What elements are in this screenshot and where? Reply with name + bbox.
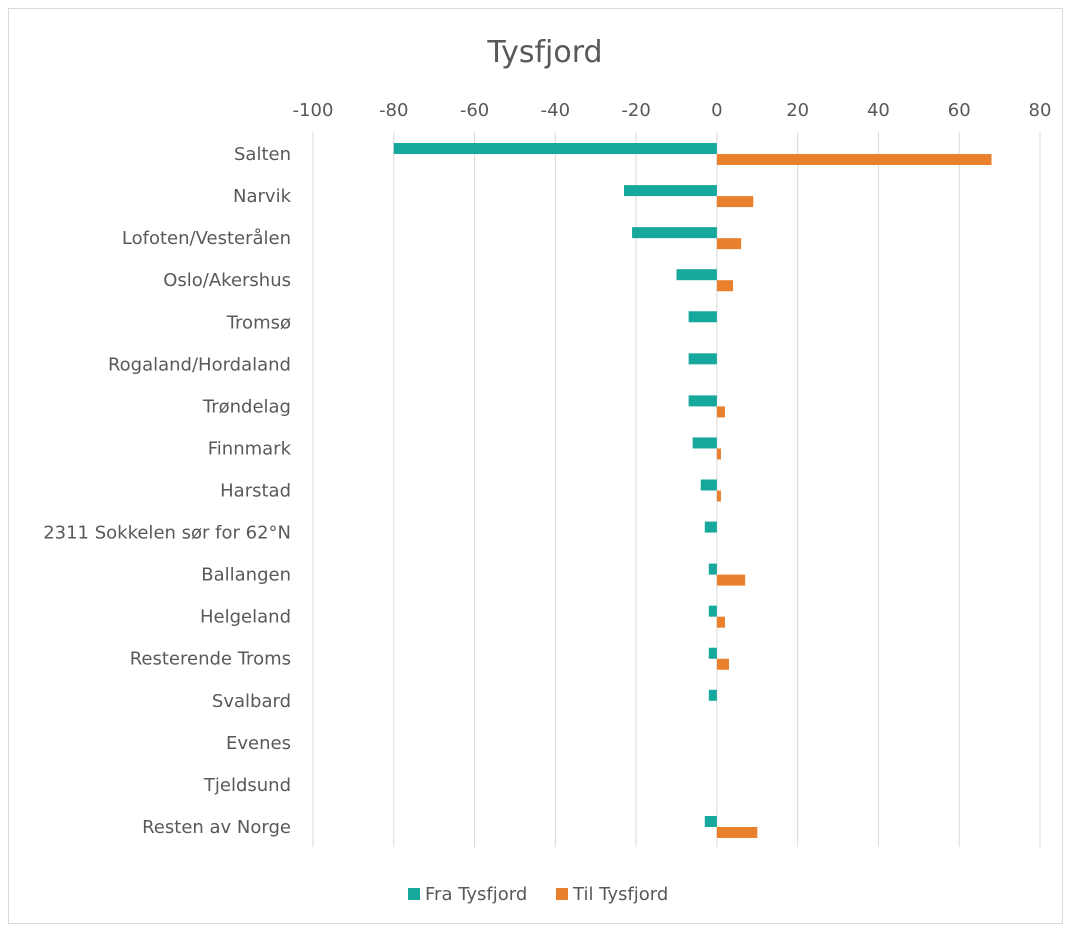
legend-swatch-fra bbox=[408, 888, 420, 900]
bar-fra-tysfjord bbox=[700, 479, 717, 491]
category-label: Rogaland/Hordaland bbox=[108, 354, 291, 375]
bar-fra-tysfjord bbox=[688, 353, 717, 365]
category-label: Harstad bbox=[220, 481, 291, 502]
category-label: Narvik bbox=[233, 186, 292, 207]
bar-til-tysfjord bbox=[716, 658, 730, 670]
x-tick-label: 80 bbox=[1029, 100, 1052, 121]
bar-til-tysfjord bbox=[716, 826, 758, 838]
chart-title: Tysfjord bbox=[486, 35, 602, 70]
bar-fra-tysfjord bbox=[708, 605, 717, 617]
category-label: Resterende Troms bbox=[130, 649, 291, 670]
x-tick-label: 40 bbox=[867, 100, 890, 121]
bar-fra-tysfjord bbox=[393, 143, 717, 155]
bar-fra-tysfjord bbox=[708, 563, 717, 575]
category-label: Helgeland bbox=[200, 607, 291, 628]
x-tick-label: -80 bbox=[379, 100, 408, 121]
x-tick-label: -40 bbox=[541, 100, 570, 121]
bar-til-tysfjord bbox=[716, 406, 725, 418]
category-label: Finnmark bbox=[208, 438, 292, 459]
gridlines bbox=[312, 132, 1041, 847]
category-labels: Salten Narvik Lofoten/Vesterålen Oslo/Akers… bbox=[43, 144, 291, 838]
category-label: Trøndelag bbox=[202, 396, 291, 417]
bar-til-tysfjord bbox=[716, 490, 721, 502]
bar-fra-tysfjord bbox=[708, 689, 717, 701]
bar-fra-tysfjord bbox=[676, 269, 717, 281]
bar-til-tysfjord bbox=[716, 448, 721, 460]
category-label: Tjeldsund bbox=[203, 775, 291, 796]
chart-frame bbox=[8, 8, 1063, 924]
category-label: Svalbard bbox=[212, 691, 291, 712]
bar-fra-tysfjord bbox=[704, 815, 717, 827]
bar-til-tysfjord bbox=[716, 574, 746, 586]
category-label: 2311 Sokkelen sør for 62°N bbox=[43, 523, 291, 544]
x-tick-label: -20 bbox=[621, 100, 650, 121]
bars bbox=[393, 143, 992, 838]
x-tick-label: 0 bbox=[711, 100, 722, 121]
category-label: Tromsø bbox=[226, 312, 291, 333]
bar-til-tysfjord bbox=[716, 196, 754, 208]
legend-swatch-til bbox=[556, 888, 568, 900]
legend: Fra Tysfjord Til Tysfjord bbox=[408, 884, 668, 905]
category-label: Resten av Norge bbox=[142, 817, 291, 838]
bar-til-tysfjord bbox=[716, 238, 742, 250]
category-label: Salten bbox=[234, 144, 291, 165]
legend-label-fra: Fra Tysfjord bbox=[425, 884, 527, 905]
bar-fra-tysfjord bbox=[704, 521, 717, 533]
category-label: Lofoten/Vesterålen bbox=[122, 228, 291, 249]
bar-fra-tysfjord bbox=[623, 185, 717, 197]
bar-fra-tysfjord bbox=[632, 227, 717, 239]
category-label: Evenes bbox=[226, 733, 291, 754]
bar-fra-tysfjord bbox=[692, 437, 717, 449]
x-tick-label: 20 bbox=[786, 100, 809, 121]
bar-til-tysfjord bbox=[716, 154, 992, 166]
x-axis-ticks: -100 -80 -60 -40 -20 0 20 40 60 80 bbox=[293, 100, 1052, 121]
x-tick-label: -100 bbox=[293, 100, 334, 121]
x-tick-label: 60 bbox=[948, 100, 971, 121]
bar-fra-tysfjord bbox=[688, 395, 717, 407]
bar-til-tysfjord bbox=[716, 616, 725, 628]
category-label: Oslo/Akershus bbox=[163, 270, 291, 291]
bar-fra-tysfjord bbox=[688, 311, 717, 323]
bar-til-tysfjord bbox=[716, 280, 734, 292]
x-tick-label: -60 bbox=[460, 100, 489, 121]
category-label: Ballangen bbox=[201, 565, 291, 586]
legend-label-til: Til Tysfjord bbox=[572, 884, 668, 905]
bar-fra-tysfjord bbox=[708, 647, 717, 659]
